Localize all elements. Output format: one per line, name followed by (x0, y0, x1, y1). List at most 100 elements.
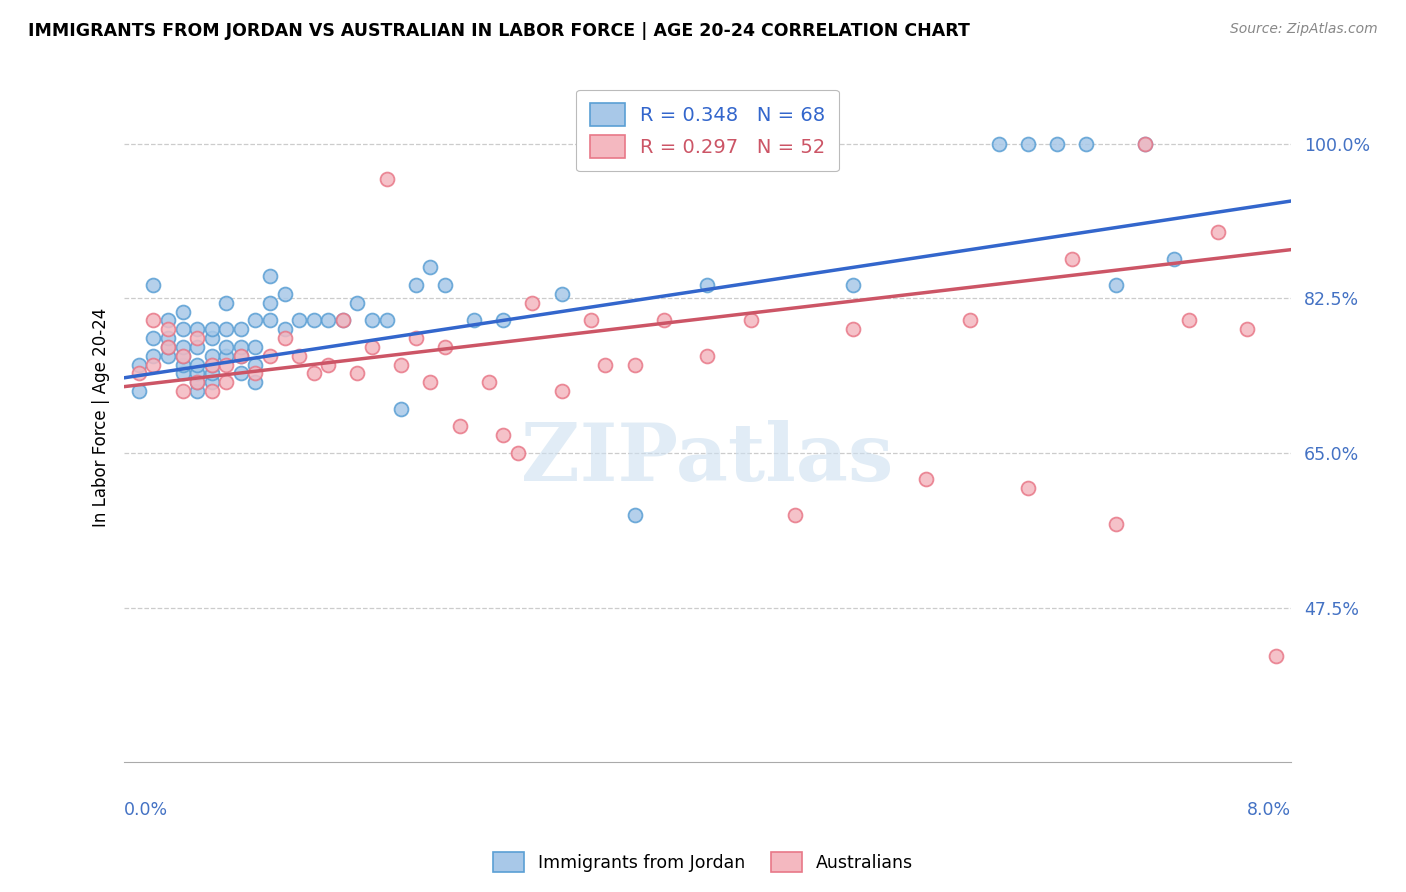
Point (302, 367, 325, 381)
Point (1017, 481, 1039, 495)
Point (318, 358, 340, 372)
Point (915, 472, 938, 486)
Point (229, 349, 252, 363)
Point (215, 295, 238, 310)
Point (1104, 278, 1126, 293)
Point (156, 322, 179, 336)
Point (201, 322, 224, 336)
Point (959, 313, 981, 327)
Point (229, 340, 252, 354)
Point (245, 367, 267, 381)
Point (186, 375, 208, 389)
Point (579, 313, 602, 327)
Point (259, 269, 281, 284)
Point (215, 340, 238, 354)
Point (172, 349, 194, 363)
Point (332, 313, 354, 327)
Text: 8.0%: 8.0% (1247, 801, 1291, 819)
Point (201, 367, 224, 381)
Point (128, 358, 150, 372)
Point (419, 260, 441, 275)
Point (1236, 322, 1258, 336)
Point (550, 286, 572, 301)
Point (550, 384, 572, 398)
Point (172, 349, 194, 363)
Point (361, 313, 384, 327)
Point (156, 340, 179, 354)
Point (215, 349, 238, 363)
Point (186, 322, 208, 336)
Point (156, 313, 179, 327)
Point (288, 313, 311, 327)
Point (1104, 516, 1126, 531)
Point (492, 428, 515, 442)
Point (172, 304, 194, 318)
Point (1133, 136, 1156, 151)
Point (273, 331, 295, 345)
Text: ZIPatlas: ZIPatlas (522, 420, 894, 498)
Point (288, 349, 311, 363)
Point (245, 375, 267, 389)
Point (506, 446, 529, 460)
Point (463, 313, 485, 327)
Point (172, 322, 194, 336)
Point (302, 313, 325, 327)
Point (201, 349, 224, 363)
Point (361, 340, 384, 354)
Point (1017, 136, 1039, 151)
Point (142, 331, 165, 345)
Point (186, 367, 208, 381)
Point (229, 322, 252, 336)
Point (215, 375, 238, 389)
Point (318, 313, 340, 327)
Point (186, 358, 208, 372)
Point (433, 278, 456, 293)
Point (1133, 136, 1156, 151)
Point (245, 313, 267, 327)
Point (1060, 252, 1083, 266)
Point (128, 384, 150, 398)
Point (1046, 136, 1069, 151)
Point (595, 358, 617, 372)
Y-axis label: In Labor Force | Age 20-24: In Labor Force | Age 20-24 (93, 308, 110, 527)
Text: IMMIGRANTS FROM JORDAN VS AUSTRALIAN IN LABOR FORCE | AGE 20-24 CORRELATION CHAR: IMMIGRANTS FROM JORDAN VS AUSTRALIAN IN … (28, 22, 970, 40)
Point (419, 375, 441, 389)
Point (215, 358, 238, 372)
Point (389, 401, 412, 416)
Point (346, 367, 368, 381)
Point (142, 349, 165, 363)
Point (142, 313, 165, 327)
Point (842, 278, 865, 293)
Legend: R = 0.348   N = 68, R = 0.297   N = 52: R = 0.348 N = 68, R = 0.297 N = 52 (576, 89, 839, 171)
Point (172, 358, 194, 372)
Point (433, 340, 456, 354)
Point (201, 358, 224, 372)
Point (375, 313, 398, 327)
Point (623, 508, 645, 522)
Point (449, 419, 471, 434)
Point (740, 313, 762, 327)
Point (142, 278, 165, 293)
Point (783, 508, 806, 522)
Point (245, 358, 267, 372)
Point (842, 322, 865, 336)
Point (201, 358, 224, 372)
Point (201, 331, 224, 345)
Point (405, 331, 427, 345)
Point (1163, 252, 1185, 266)
Point (172, 340, 194, 354)
Point (405, 278, 427, 293)
Point (156, 340, 179, 354)
Point (142, 358, 165, 372)
Point (259, 295, 281, 310)
Point (623, 358, 645, 372)
Point (156, 331, 179, 345)
Point (988, 136, 1011, 151)
Point (201, 384, 224, 398)
Point (478, 375, 501, 389)
Point (186, 331, 208, 345)
Point (201, 375, 224, 389)
Point (229, 367, 252, 381)
Point (332, 313, 354, 327)
Point (273, 322, 295, 336)
